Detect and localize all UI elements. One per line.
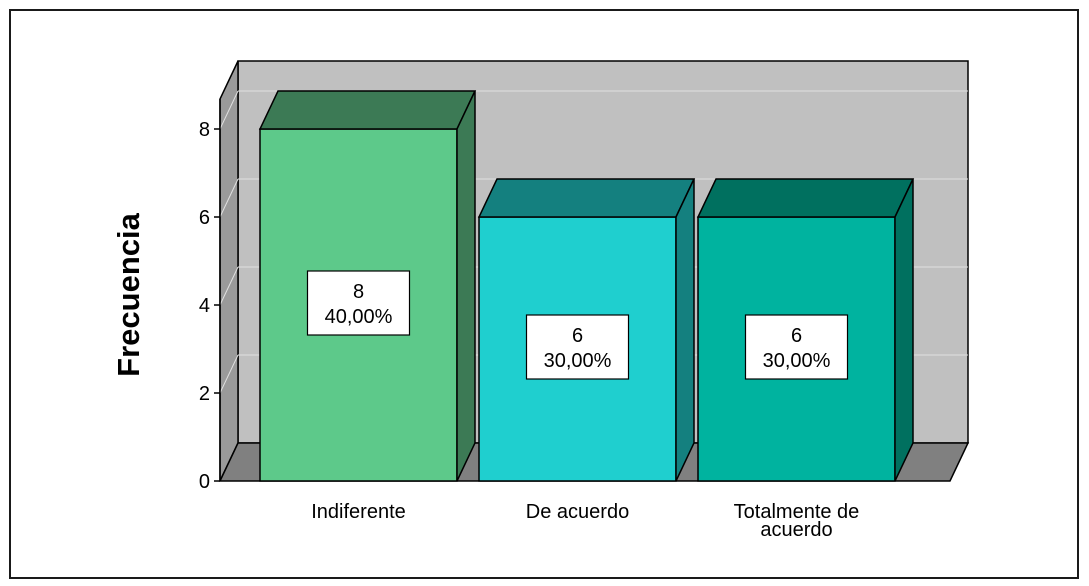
- x-axis: Indiferente De acuerdo Totalmente deacuerd…: [311, 501, 859, 541]
- data-labels: 8 40,00% 6 30,00% 6 30,00%: [306, 270, 849, 380]
- x-tick-label: Indiferente: [311, 501, 406, 523]
- y-axis: 0 2 4 6 8: [199, 99, 221, 493]
- data-label-box: [525, 314, 630, 380]
- data-label: 8 40,00%: [306, 270, 411, 336]
- x-tick-label: Totalmente de: [734, 501, 860, 523]
- y-tick-label: 4: [199, 295, 210, 317]
- data-label-percent: 40,00%: [325, 306, 393, 328]
- y-axis-label: Frecuencia: [111, 212, 146, 376]
- data-label-box: [306, 270, 411, 336]
- data-label-box: [744, 314, 849, 380]
- chart-frame: 8 40,00% 6 30,00% 6 30,00% 0 2 4 6 8 Indiferente D…: [9, 9, 1079, 579]
- x-tick-label: De acuerdo: [526, 501, 629, 523]
- bar-top: [696, 178, 915, 218]
- data-label-percent: 30,00%: [544, 350, 612, 372]
- y-tick-label: 8: [199, 119, 210, 141]
- gridline: [219, 90, 239, 130]
- data-label: 6 30,00%: [525, 314, 630, 380]
- gridline: [219, 178, 239, 218]
- bar-chart: 8 40,00% 6 30,00% 6 30,00% 0 2 4 6 8 Indiferente D…: [111, 60, 970, 541]
- data-label: 6 30,00%: [744, 314, 849, 380]
- data-label-count: 6: [572, 325, 583, 347]
- bar-side: [675, 178, 695, 482]
- data-label-count: 8: [353, 281, 364, 303]
- gridline: [219, 266, 239, 306]
- x-tick-label: acuerdo: [760, 519, 832, 541]
- data-label-count: 6: [791, 325, 802, 347]
- gridline: [219, 354, 239, 394]
- y-tick-label: 2: [199, 383, 210, 405]
- bar-top: [477, 178, 696, 218]
- y-tick-label: 0: [199, 471, 210, 493]
- data-label-percent: 30,00%: [763, 350, 831, 372]
- bar-top: [258, 90, 477, 130]
- bar-side: [894, 178, 914, 482]
- bar-side: [456, 90, 476, 482]
- y-tick-label: 6: [199, 207, 210, 229]
